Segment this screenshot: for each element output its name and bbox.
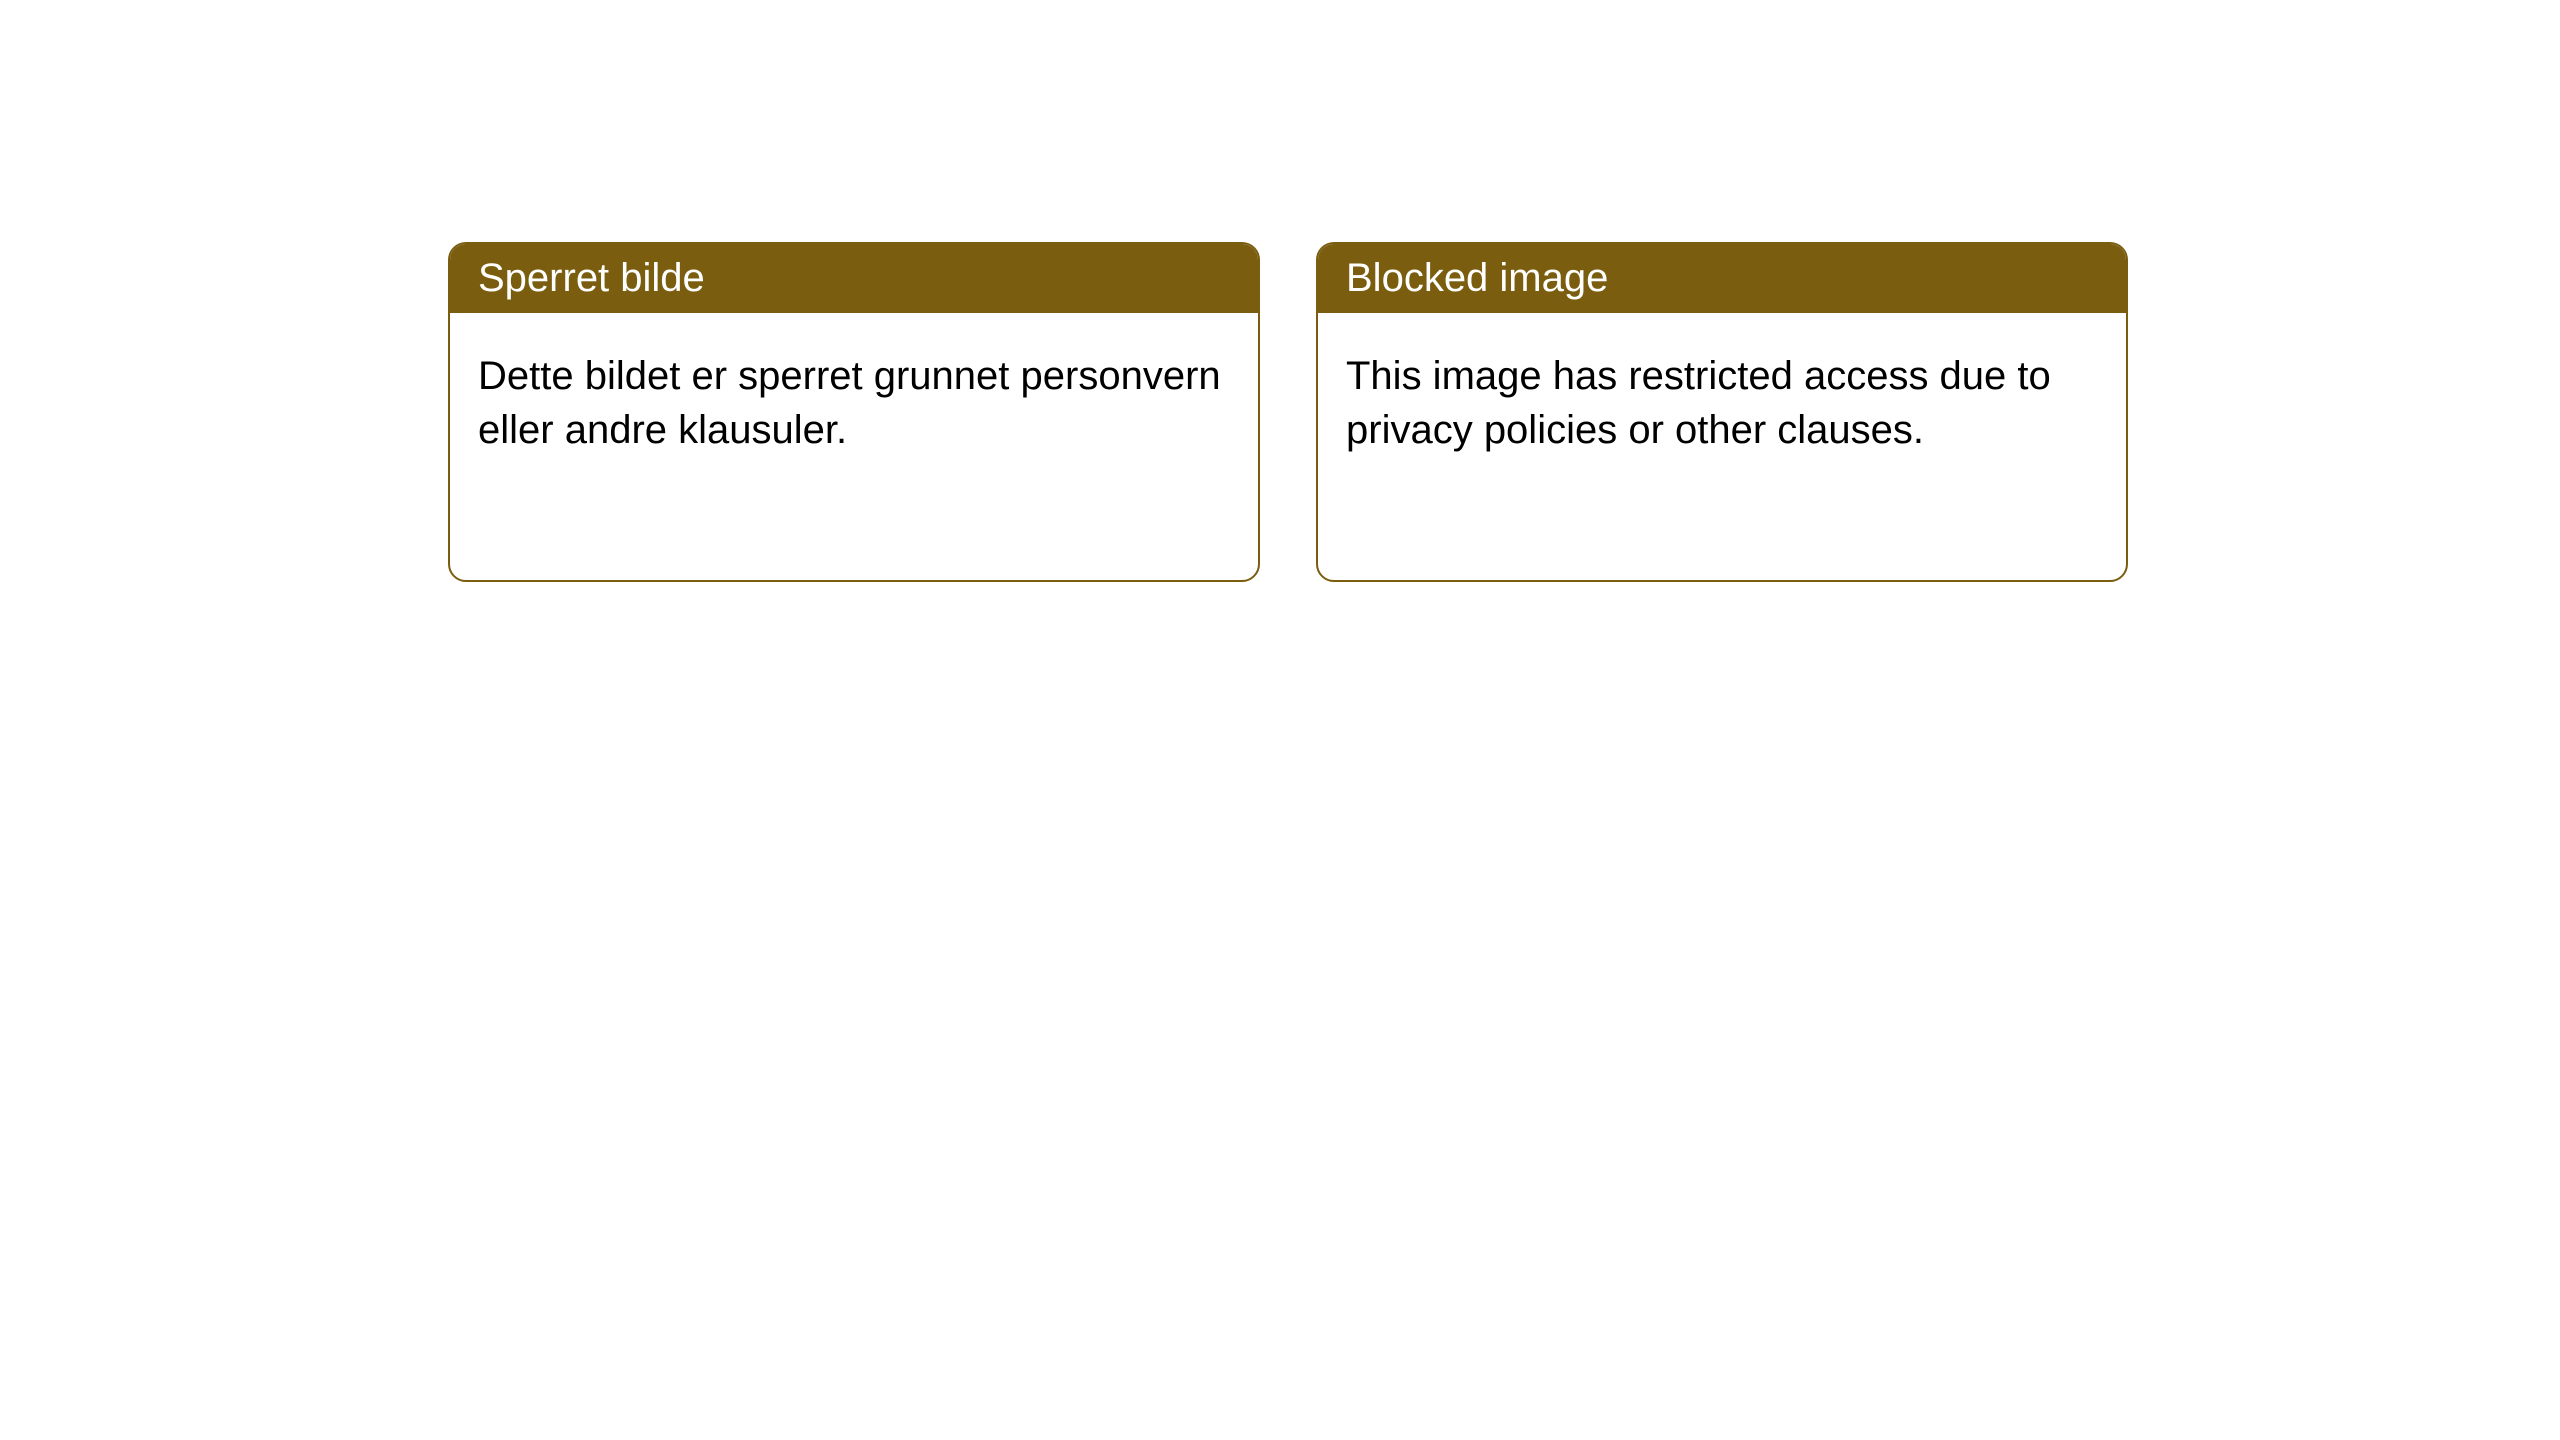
notice-body-english: This image has restricted access due to … xyxy=(1318,313,2126,493)
notice-container: Sperret bilde Dette bildet er sperret gr… xyxy=(0,0,2560,582)
notice-body-norwegian: Dette bildet er sperret grunnet personve… xyxy=(450,313,1258,493)
notice-box-norwegian: Sperret bilde Dette bildet er sperret gr… xyxy=(448,242,1260,582)
notice-header-norwegian: Sperret bilde xyxy=(450,244,1258,313)
notice-box-english: Blocked image This image has restricted … xyxy=(1316,242,2128,582)
notice-header-english: Blocked image xyxy=(1318,244,2126,313)
